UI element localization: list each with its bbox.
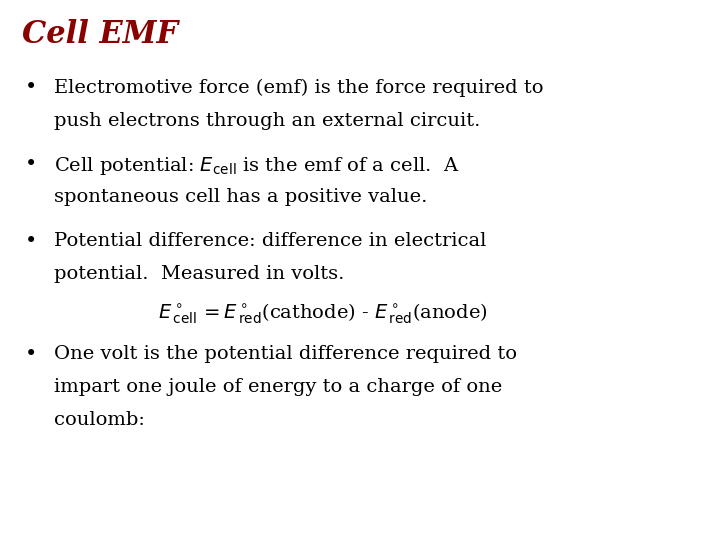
Text: •: • xyxy=(25,155,37,174)
Text: potential.  Measured in volts.: potential. Measured in volts. xyxy=(54,265,344,283)
Text: spontaneous cell has a positive value.: spontaneous cell has a positive value. xyxy=(54,188,428,206)
Text: Cell EMF: Cell EMF xyxy=(22,19,178,50)
Text: •: • xyxy=(25,232,37,251)
Text: •: • xyxy=(25,78,37,97)
Text: push electrons through an external circuit.: push electrons through an external circu… xyxy=(54,112,480,130)
Text: Potential difference: difference in electrical: Potential difference: difference in elec… xyxy=(54,232,487,249)
Text: Cell potential: $\mathit{E}_{\mathrm{cell}}$ is the emf of a cell.  A: Cell potential: $\mathit{E}_{\mathrm{cel… xyxy=(54,155,459,177)
Text: coulomb:: coulomb: xyxy=(54,411,145,429)
Text: Electromotive force (emf) is the force required to: Electromotive force (emf) is the force r… xyxy=(54,78,544,97)
Text: One volt is the potential difference required to: One volt is the potential difference req… xyxy=(54,345,517,362)
Text: impart one joule of energy to a charge of one: impart one joule of energy to a charge o… xyxy=(54,378,503,396)
Text: •: • xyxy=(25,345,37,363)
Text: $\mathit{E}^\circ_{\,\mathrm{cell}}$$\, = \mathit{E}^\circ_{\,\mathrm{red}}$(cat: $\mathit{E}^\circ_{\,\mathrm{cell}}$$\, … xyxy=(158,301,488,326)
